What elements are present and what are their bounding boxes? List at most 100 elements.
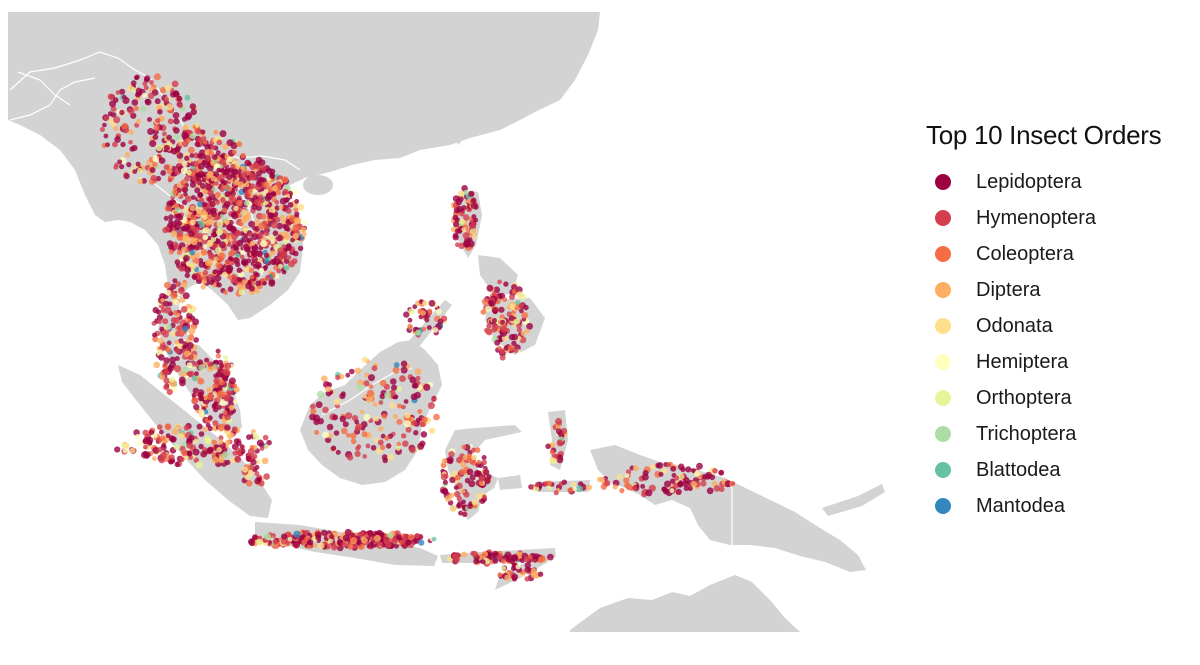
occurrence-point (278, 205, 284, 210)
occurrence-point (669, 478, 676, 485)
occurrence-point (287, 201, 294, 208)
occurrence-point (236, 284, 244, 291)
occurrence-point (160, 451, 167, 459)
occurrence-point (293, 250, 299, 257)
occurrence-point (706, 487, 714, 495)
occurrence-point (396, 418, 403, 425)
occurrence-point (196, 153, 202, 159)
occurrence-point (330, 544, 338, 551)
occurrence-point (302, 530, 308, 536)
occurrence-point (216, 282, 222, 288)
occurrence-point (545, 443, 551, 450)
occurrence-point (422, 300, 428, 306)
occurrence-point (361, 431, 368, 438)
occurrence-point (166, 388, 173, 396)
occurrence-point (197, 359, 204, 366)
occurrence-point (224, 424, 231, 431)
legend-swatch (935, 390, 951, 406)
occurrence-point (163, 377, 170, 384)
occurrence-point (236, 277, 242, 282)
occurrence-point (421, 326, 427, 332)
occurrence-point (248, 267, 255, 274)
occurrence-point (361, 356, 368, 363)
occurrence-point (190, 195, 196, 200)
occurrence-point (186, 342, 194, 350)
occurrence-point (274, 217, 281, 223)
occurrence-point (275, 189, 281, 196)
occurrence-point (155, 175, 162, 182)
occurrence-point (155, 144, 163, 152)
occurrence-point (286, 243, 292, 249)
occurrence-point (248, 538, 255, 546)
occurrence-point (255, 204, 262, 211)
occurrence-point (450, 505, 457, 512)
occurrence-point (256, 250, 263, 258)
occurrence-point (192, 210, 197, 216)
occurrence-point (210, 144, 216, 150)
occurrence-point (131, 87, 137, 93)
occurrence-point (275, 257, 282, 265)
occurrence-point (460, 488, 466, 494)
occurrence-point (494, 339, 501, 346)
legend-label: Lepidoptera (976, 170, 1082, 193)
occurrence-point (178, 215, 184, 221)
occurrence-point (231, 233, 238, 240)
occurrence-point (194, 371, 199, 377)
occurrence-point (372, 401, 378, 407)
occurrence-point (193, 438, 198, 444)
occurrence-point (219, 130, 227, 138)
occurrence-point (448, 492, 455, 499)
occurrence-point (194, 122, 200, 128)
occurrence-point (189, 249, 196, 256)
occurrence-point (730, 481, 736, 486)
occurrence-point (378, 400, 384, 405)
occurrence-point (256, 538, 264, 546)
occurrence-point (133, 105, 139, 112)
occurrence-point (205, 184, 213, 191)
occurrence-point (449, 476, 456, 484)
legend-swatch (935, 246, 951, 262)
occurrence-point (130, 80, 137, 86)
occurrence-point (250, 249, 258, 256)
occurrence-point (497, 279, 502, 285)
occurrence-point (361, 537, 368, 544)
occurrence-point (700, 480, 707, 487)
occurrence-point (387, 532, 394, 539)
legend-item-mantodea: Mantodea (926, 488, 1191, 524)
occurrence-point (572, 486, 577, 492)
occurrence-point (331, 445, 337, 451)
occurrence-point (173, 243, 180, 250)
occurrence-point (112, 141, 118, 148)
occurrence-point (271, 221, 278, 229)
occurrence-point (176, 249, 183, 256)
occurrence-point (415, 329, 421, 336)
occurrence-point (530, 567, 537, 574)
occurrence-point (131, 99, 139, 106)
occurrence-point (384, 391, 392, 399)
occurrence-point (114, 136, 121, 143)
occurrence-point (172, 278, 178, 284)
occurrence-point (292, 232, 300, 240)
occurrence-point (249, 173, 256, 181)
occurrence-point (188, 244, 195, 251)
occurrence-point (462, 454, 469, 461)
occurrence-point (194, 252, 201, 258)
occurrence-point (428, 427, 436, 434)
occurrence-point (121, 94, 127, 100)
occurrence-point (120, 141, 126, 148)
occurrence-point (167, 301, 173, 307)
occurrence-point (223, 395, 230, 402)
occurrence-point (170, 147, 178, 155)
legend-swatch (935, 210, 951, 226)
occurrence-point (189, 181, 197, 188)
occurrence-point (228, 377, 236, 385)
occurrence-point (164, 84, 172, 92)
occurrence-point (625, 469, 632, 475)
occurrence-point (173, 133, 181, 141)
occurrence-point (264, 444, 269, 449)
occurrence-point (392, 413, 399, 420)
occurrence-point (476, 459, 482, 465)
occurrence-point (547, 553, 554, 561)
occurrence-point (119, 164, 125, 170)
occurrence-point (368, 374, 375, 382)
